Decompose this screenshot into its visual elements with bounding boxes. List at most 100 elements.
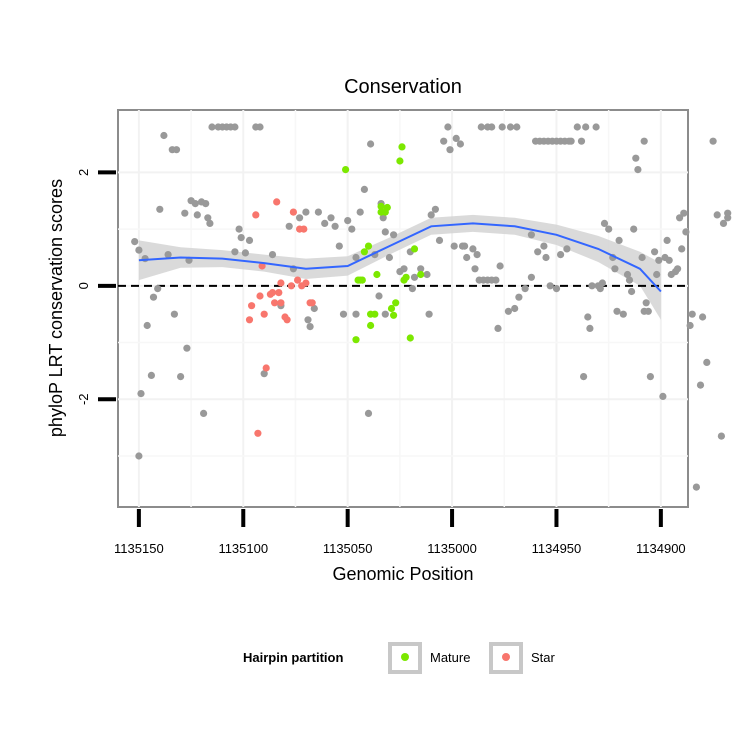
point-other (644, 307, 652, 315)
smooth-line (138, 222, 662, 293)
point-other (302, 208, 310, 216)
point-other (713, 211, 721, 219)
y-tick-label: 2 (76, 169, 91, 176)
point-other (527, 231, 536, 239)
point-other (546, 282, 554, 290)
point-other (615, 236, 623, 244)
point-other (492, 276, 500, 284)
point-other (131, 238, 139, 246)
plot-panel (117, 109, 689, 508)
point-other (202, 200, 210, 208)
point-other (310, 304, 318, 313)
point-other (452, 134, 460, 142)
point-other (506, 123, 515, 131)
point-other (634, 166, 642, 174)
point-other (367, 140, 375, 148)
point-other (260, 370, 268, 378)
point-other (521, 285, 529, 293)
point-star (308, 299, 316, 307)
point-star (273, 198, 281, 206)
point-other (552, 285, 561, 293)
point-mature (402, 273, 410, 281)
point-other (381, 310, 389, 318)
point-mature (417, 270, 425, 279)
point-other (504, 307, 512, 315)
point-other (527, 273, 536, 281)
x-tick-label: 1135000 (427, 541, 477, 556)
point-other (640, 137, 648, 145)
point-other (164, 251, 172, 259)
point-star (283, 316, 291, 324)
point-other (655, 256, 663, 264)
point-other (638, 253, 646, 262)
point-other (659, 392, 667, 400)
point-mature (398, 143, 406, 151)
point-other (306, 323, 314, 331)
smooth-curve (138, 222, 662, 293)
point-other (642, 299, 650, 307)
point-other (444, 123, 452, 131)
data-points (131, 123, 732, 491)
point-other (680, 209, 688, 217)
point-star (277, 299, 285, 307)
point-other (696, 381, 705, 389)
point-other (573, 123, 581, 131)
point-other (177, 373, 185, 381)
point-other (135, 246, 143, 254)
point-other (237, 234, 245, 242)
point-other (200, 409, 208, 417)
point-other (352, 310, 360, 318)
point-other (678, 245, 686, 253)
legend-item-mature: Mature (388, 642, 470, 674)
y-tick-label: 0 (76, 282, 91, 289)
point-other (137, 390, 145, 398)
point-other (339, 310, 348, 318)
point-other (231, 123, 239, 131)
point-other (699, 313, 707, 321)
point-mature (360, 248, 368, 256)
point-other (331, 222, 339, 230)
point-star (248, 302, 256, 310)
point-star (287, 282, 295, 290)
point-other (193, 211, 201, 219)
point-other (513, 123, 521, 131)
x-tick-label: 1135050 (323, 541, 373, 556)
confidence-band (138, 214, 661, 320)
smooth-confidence-band (138, 214, 661, 320)
point-mature (371, 310, 379, 318)
point-other (364, 409, 373, 417)
point-star (262, 364, 270, 372)
point-other (688, 310, 696, 318)
point-star (256, 292, 264, 300)
x-tick-label: 1134950 (532, 541, 582, 556)
point-mature (383, 203, 391, 212)
point-other (600, 219, 609, 227)
x-tick-label: 1135150 (114, 541, 164, 556)
point-other (181, 209, 189, 217)
point-other (435, 236, 444, 244)
point-other (665, 256, 673, 264)
point-other (613, 307, 621, 315)
point-other (296, 214, 304, 222)
point-other (335, 242, 343, 250)
point-other (423, 270, 431, 279)
point-other (494, 324, 502, 332)
point-other (183, 344, 191, 352)
point-other (410, 273, 419, 281)
point-mature (342, 166, 350, 174)
point-other (170, 310, 178, 318)
point-other (498, 123, 506, 131)
point-mature (377, 202, 385, 210)
axes: 1135150 1135100 1135050 1135000 1134950 11349… (76, 169, 686, 556)
point-star (275, 289, 283, 297)
y-axis-label: phyloP LRT conservation scores (46, 179, 66, 437)
point-other (149, 293, 158, 301)
point-other (611, 265, 619, 273)
point-other (719, 219, 728, 227)
y-tick-label: -2 (76, 393, 91, 405)
point-other (676, 214, 684, 222)
legend-title: Hairpin partition (243, 650, 343, 665)
point-other (567, 137, 575, 145)
point-star (268, 289, 277, 297)
legend-swatch-star (502, 653, 510, 661)
